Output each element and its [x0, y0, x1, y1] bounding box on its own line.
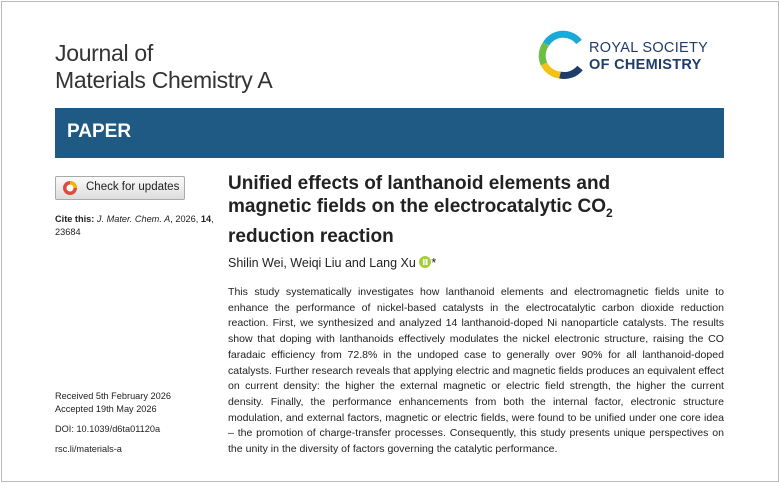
cite-volume: 14 [200, 214, 212, 224]
citation: Cite this: J. Mater. Chem. A, 2026, 14, … [55, 213, 220, 239]
author-list: Shilin Wei, Weiqi Liu and Lang Xu [228, 256, 416, 270]
article-type: PAPER [67, 121, 132, 142]
publisher-logo [538, 30, 583, 79]
check-updates-button[interactable]: Check for updates [55, 176, 185, 200]
cite-journal: J. Mater. Chem. A [96, 214, 171, 224]
abstract: This study systematically investigates h… [228, 286, 724, 456]
journal-name: Materials Chemistry A [55, 67, 273, 93]
title-text: reduction reaction [228, 225, 394, 247]
cite-label: Cite this: [55, 214, 95, 224]
title-subscript: 2 [606, 205, 613, 220]
button-label: Check for updates [86, 181, 180, 193]
cite-pages: , 23684 [55, 214, 214, 237]
journal-name: Journal of [55, 40, 154, 66]
icon [63, 181, 77, 195]
cite-year: , 2026, [170, 214, 201, 224]
corresponding-mark: * [431, 256, 437, 270]
publisher-name: ROYAL SOCIETY [589, 40, 709, 56]
banner: PAPER [55, 108, 724, 158]
title-text: Unified effects of lanthanoid elements a… [228, 173, 611, 217]
accepted: Accepted 19th May 2026 [55, 404, 157, 414]
received: Received 5th February 2026 [55, 391, 171, 401]
publisher-name: OF CHEMISTRY [589, 57, 702, 73]
link[interactable]: rsc.li/materials-a [55, 444, 122, 454]
article-title: Unified effects of lanthanoid elements a… [228, 172, 668, 248]
authors: Shilin Wei, Weiqi Liu and Lang Xu * [228, 256, 436, 270]
doi: DOI: 10.1039/d6ta01120a [55, 424, 161, 434]
orcid-icon[interactable] [419, 256, 432, 268]
